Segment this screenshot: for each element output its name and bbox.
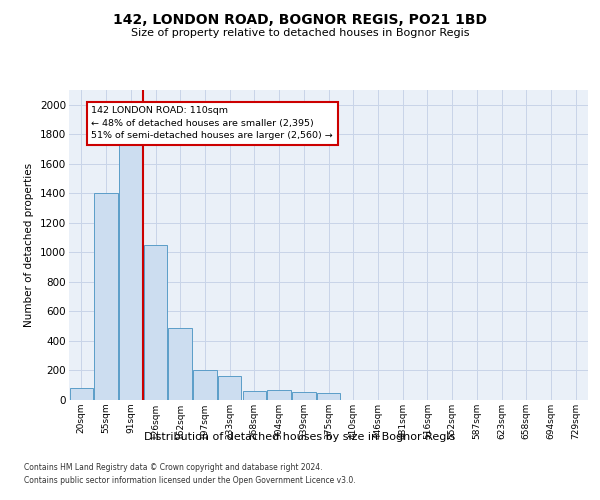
Bar — [94, 194, 118, 400]
Bar — [70, 388, 93, 400]
Bar — [268, 390, 291, 400]
Bar — [169, 328, 192, 400]
Text: 142 LONDON ROAD: 110sqm
← 48% of detached houses are smaller (2,395)
51% of semi: 142 LONDON ROAD: 110sqm ← 48% of detache… — [91, 106, 333, 140]
Text: Contains HM Land Registry data © Crown copyright and database right 2024.: Contains HM Land Registry data © Crown c… — [24, 464, 323, 472]
Text: Contains public sector information licensed under the Open Government Licence v3: Contains public sector information licen… — [24, 476, 356, 485]
Y-axis label: Number of detached properties: Number of detached properties — [25, 163, 34, 327]
Text: Size of property relative to detached houses in Bognor Regis: Size of property relative to detached ho… — [131, 28, 469, 38]
Bar — [119, 105, 143, 400]
Bar — [144, 245, 167, 400]
Text: Distribution of detached houses by size in Bognor Regis: Distribution of detached houses by size … — [145, 432, 455, 442]
Bar — [292, 392, 316, 400]
Bar — [317, 394, 340, 400]
Bar — [193, 370, 217, 400]
Bar — [242, 391, 266, 400]
Text: 142, LONDON ROAD, BOGNOR REGIS, PO21 1BD: 142, LONDON ROAD, BOGNOR REGIS, PO21 1BD — [113, 12, 487, 26]
Bar — [218, 376, 241, 400]
